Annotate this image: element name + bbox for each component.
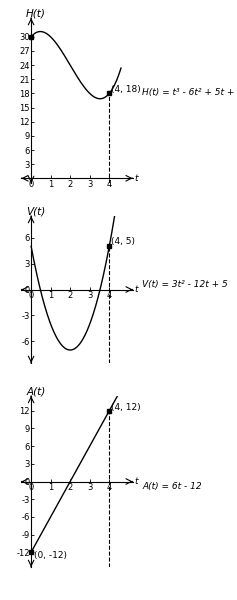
Text: A(t) = 6t - 12: A(t) = 6t - 12 [142, 481, 202, 491]
Text: (4, 12): (4, 12) [111, 403, 141, 412]
Text: H(t): H(t) [26, 8, 46, 18]
Text: A(t): A(t) [26, 386, 46, 396]
Text: t: t [134, 477, 138, 486]
Text: H(t) = t³ - 6t² + 5t + 30: H(t) = t³ - 6t² + 5t + 30 [142, 88, 237, 97]
Text: (0, -12): (0, -12) [34, 551, 67, 560]
Text: (4, 5): (4, 5) [111, 236, 135, 245]
Text: t: t [134, 174, 138, 183]
Text: t: t [134, 285, 138, 294]
Text: V(t) = 3t² - 12t + 5: V(t) = 3t² - 12t + 5 [142, 280, 228, 289]
Text: (4, 18): (4, 18) [111, 85, 141, 94]
Text: V(t): V(t) [26, 206, 46, 216]
